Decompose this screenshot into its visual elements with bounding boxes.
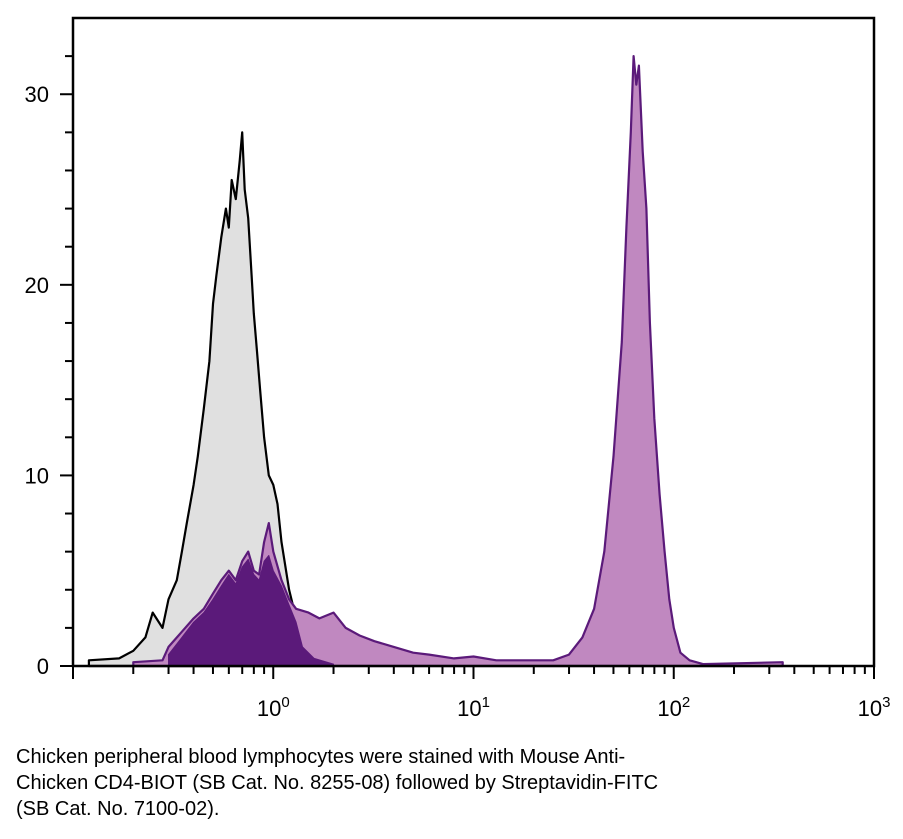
figure-caption: Chicken peripheral blood lymphocytes wer… — [16, 746, 659, 820]
y-tick-label: 10 — [25, 463, 49, 488]
x-tick-label: 101 — [457, 694, 490, 721]
plot-frame — [71, 16, 876, 668]
y-tick-label: 0 — [37, 654, 49, 679]
y-tick-label: 20 — [25, 273, 49, 298]
x-tick-label: 103 — [858, 694, 891, 721]
histogram-chart: 0 10 20 30 100 101 102 103 — [25, 16, 891, 721]
x-tick-label: 100 — [257, 694, 290, 721]
series-layer — [87, 55, 784, 668]
y-tick-label: 30 — [25, 82, 49, 107]
histogram-series-isotype-control — [87, 131, 335, 668]
histogram-series-overlap — [168, 555, 334, 667]
x-tick-label: 102 — [657, 694, 690, 721]
histogram-series-cd4-stain — [132, 55, 784, 668]
axis-layer: 0 10 20 30 100 101 102 103 — [25, 55, 891, 721]
